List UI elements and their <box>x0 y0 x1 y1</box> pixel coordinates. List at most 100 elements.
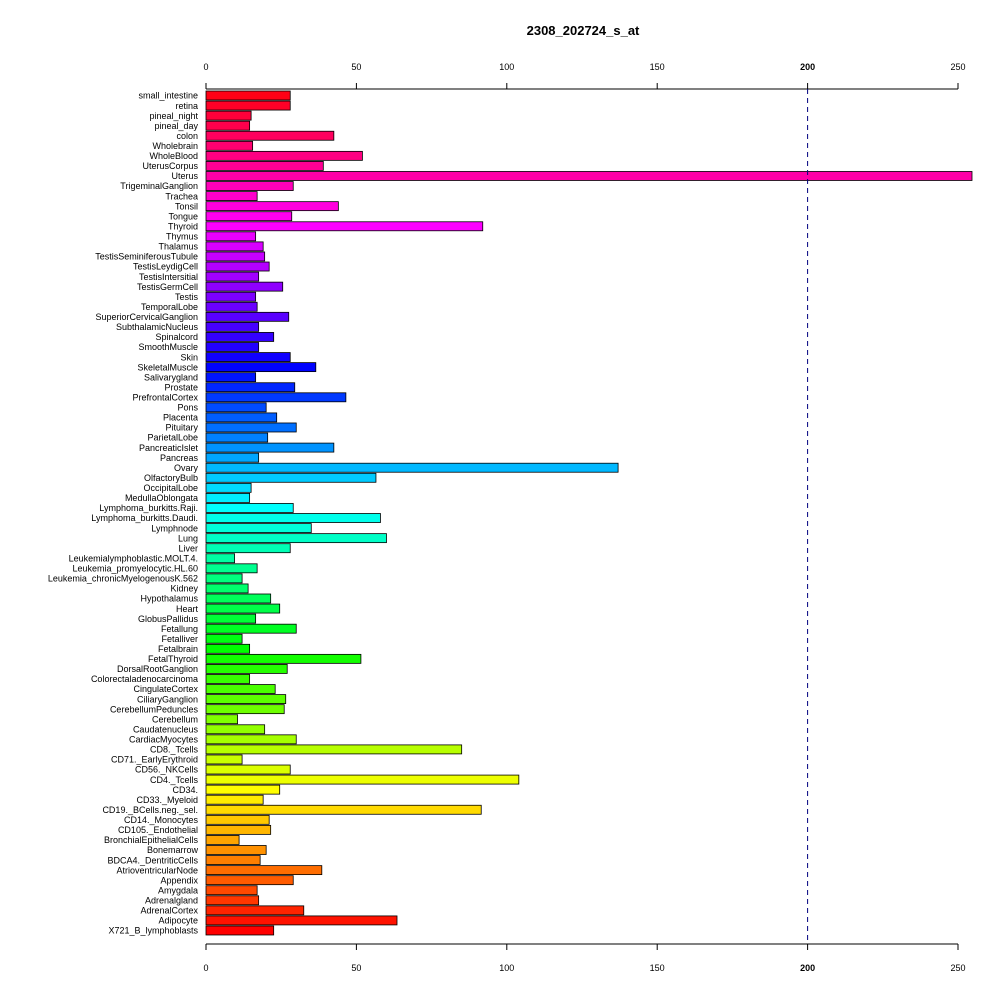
category-label: TestisLeydigCell <box>133 262 198 272</box>
bottom-tick-label: 150 <box>650 963 665 973</box>
category-label: Fetalliver <box>161 634 198 644</box>
bar <box>205 150 363 161</box>
category-label: CD105._Endothelial <box>118 825 198 835</box>
bar <box>205 744 463 755</box>
bar <box>205 774 520 785</box>
bar <box>205 603 281 614</box>
category-label: GlobusPallidus <box>138 614 199 624</box>
category-label: Pituitary <box>165 423 198 433</box>
bar <box>205 140 254 151</box>
bar <box>205 503 294 513</box>
bar <box>205 633 243 644</box>
category-label: Thyroid <box>168 221 198 231</box>
bar <box>205 613 257 624</box>
bars-group <box>205 90 973 936</box>
category-label: Thymus <box>166 232 199 242</box>
top-tick-label: 0 <box>203 62 208 72</box>
bar <box>205 342 260 352</box>
category-label: small_intestine <box>138 91 198 101</box>
category-label: Skin <box>180 352 198 362</box>
bar <box>205 352 291 362</box>
category-label: colon <box>176 131 198 141</box>
bar <box>205 161 324 171</box>
category-label: Heart <box>176 604 199 614</box>
bar <box>205 865 323 876</box>
category-label: Trachea <box>165 191 198 201</box>
bar <box>205 472 377 483</box>
category-label: BronchialEpithelialCells <box>104 835 199 845</box>
bar <box>205 392 347 403</box>
category-label: CD56._NKCells <box>135 765 199 775</box>
bar <box>205 321 260 332</box>
bar <box>205 704 285 715</box>
category-label: UterusCorpus <box>142 161 198 171</box>
category-label: Tongue <box>168 211 198 221</box>
bar <box>205 372 257 383</box>
bar <box>205 875 294 886</box>
category-label: CingulateCortex <box>133 684 198 694</box>
bar <box>205 110 252 121</box>
bar <box>205 412 278 423</box>
bar <box>205 653 362 664</box>
category-label: Fetallung <box>161 624 198 634</box>
category-label: Adrenalgland <box>145 896 198 906</box>
category-label: Wholebrain <box>152 141 198 151</box>
category-label: WholeBlood <box>149 151 198 161</box>
category-label: CD34. <box>172 785 198 795</box>
category-label: TestisSeminiferousTubule <box>95 252 198 262</box>
bar <box>205 281 284 292</box>
bar <box>205 241 264 252</box>
category-label: Bonemarrow <box>147 845 199 855</box>
category-label: Spinalcord <box>155 332 198 342</box>
bar <box>205 382 296 393</box>
category-label: X721_B_lymphoblasts <box>108 926 198 936</box>
bar <box>205 201 339 212</box>
bar <box>205 824 272 835</box>
category-label: Hypothalamus <box>140 594 198 604</box>
category-label: Amygdala <box>158 885 198 895</box>
category-label: Liver <box>178 543 198 553</box>
bar <box>205 251 266 262</box>
bar <box>205 784 281 795</box>
bar <box>205 835 240 845</box>
category-label: ParietalLobe <box>147 433 198 443</box>
category-label: Fetalbrain <box>158 644 198 654</box>
bar <box>205 804 482 815</box>
category-label: MedullaOblongata <box>125 493 198 503</box>
bar <box>205 573 243 584</box>
bar <box>205 422 297 433</box>
category-label: Leukemialymphoblastic.MOLT.4. <box>69 553 198 563</box>
category-label: Leukemia_chronicMyelogenousK.562 <box>48 574 198 584</box>
category-label: pineal_night <box>149 111 198 121</box>
bar <box>205 523 312 533</box>
category-label: retina <box>175 101 198 111</box>
chart-title: 2308_202724_s_at <box>527 23 640 38</box>
category-label: pineal_day <box>154 121 198 131</box>
category-label: CD8._Tcells <box>150 745 199 755</box>
bar <box>205 724 266 735</box>
category-label: Testis <box>175 292 199 302</box>
bar <box>205 100 291 111</box>
bar <box>205 90 291 101</box>
bar <box>205 543 291 554</box>
category-label: TestisGermCell <box>137 282 198 292</box>
category-label: DorsalRootGanglion <box>117 664 198 674</box>
category-label: Ovary <box>174 463 199 473</box>
bar <box>205 764 291 775</box>
category-label: CD19._BCells.neg._sel. <box>102 805 198 815</box>
category-label: Placenta <box>163 413 198 423</box>
bar <box>205 120 251 131</box>
category-label: OccipitalLobe <box>143 483 198 493</box>
category-label: CD71._EarlyErythroid <box>111 755 198 765</box>
category-label: Lung <box>178 533 198 543</box>
bar <box>205 714 238 725</box>
bar <box>205 623 297 634</box>
bar <box>205 583 249 594</box>
bar <box>205 553 235 564</box>
category-label: CiliaryGanglion <box>137 694 198 704</box>
category-label: TrigeminalGanglion <box>120 181 198 191</box>
bar <box>205 794 264 805</box>
category-labels: small_intestineretinapineal_nightpineal_… <box>48 91 199 936</box>
category-label: Caudatenucleus <box>133 724 199 734</box>
category-label: Adipocyte <box>158 916 198 926</box>
